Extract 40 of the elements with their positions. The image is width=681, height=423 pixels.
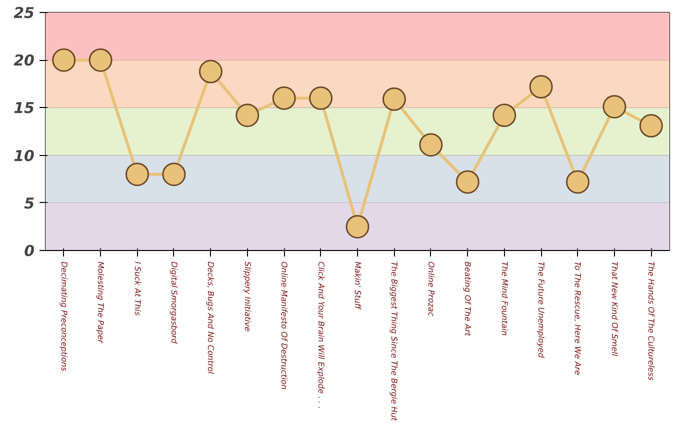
x-tick-label: Decks, Bugs And No Control: [206, 262, 216, 375]
point: [639, 114, 663, 138]
x-tick-label: Slippery Initiative: [242, 262, 252, 332]
y-tick-label: 20: [14, 52, 34, 70]
y-tick-label: 15: [14, 99, 34, 118]
point: [162, 162, 186, 186]
point: [382, 87, 406, 111]
x-tick-label: Beating Of The Art: [463, 262, 472, 337]
point: [198, 60, 222, 84]
point: [52, 48, 76, 72]
point: [419, 133, 443, 157]
point: [602, 95, 626, 118]
x-tick-label: Online Prozac: [426, 262, 436, 317]
x-tick-label: The Future Unemployed: [536, 262, 546, 359]
x-tick-label: Decimating Preconceptions: [59, 262, 68, 372]
point: [236, 104, 260, 128]
y-tick-label: 5: [24, 194, 34, 212]
x-tick-label: I Suck At This: [132, 262, 142, 316]
x-tick-label: Makin' Stuff: [353, 262, 362, 310]
x-tick-label: The Biggest Thing Since The Bergie Hut: [390, 262, 399, 422]
y-tick-label: 0: [24, 242, 34, 260]
point: [346, 214, 370, 238]
point: [309, 86, 333, 110]
x-tick-label: To The Rescue, Here We Are: [573, 262, 582, 376]
point: [126, 162, 150, 186]
x-tick-label: The Mind Fountain: [500, 262, 509, 336]
x-tick-label: Click And Your Brain Will Explode . . .: [316, 262, 326, 409]
point: [88, 48, 112, 72]
x-tick-label: That New Kind Of Smell: [610, 262, 619, 357]
point: [272, 86, 296, 110]
point: [456, 170, 480, 194]
x-tick-label: Molesting The Paper: [96, 262, 106, 344]
y-tick-label: 25: [14, 4, 34, 22]
x-tick-label: The Hands Of The Cultureless: [646, 262, 656, 381]
y-tick-label: 10: [14, 146, 34, 165]
point: [529, 75, 553, 98]
point: [492, 104, 516, 128]
point: [566, 170, 590, 194]
x-tick-label: Online Manifesto Of Destruction: [280, 262, 289, 390]
x-tick-label: Digital Smorgasbord: [169, 262, 178, 344]
